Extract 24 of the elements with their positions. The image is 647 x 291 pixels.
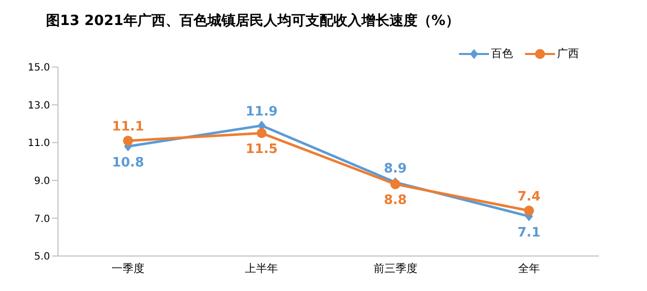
chart-title: 图13 2021年广西、百色城镇居民人均可支配收入增长速度（%） xyxy=(45,12,460,31)
point xyxy=(123,136,133,146)
x-tick-label: 前三季度 xyxy=(373,262,418,275)
data-label: 11.1 xyxy=(112,120,144,135)
y-tick-label: 15.0 xyxy=(28,62,50,74)
legend-label: 百色 xyxy=(490,46,513,61)
point xyxy=(524,206,534,216)
data-label: 7.4 xyxy=(517,190,541,205)
legend-label: 广西 xyxy=(556,46,579,61)
data-label: 11.9 xyxy=(246,104,278,120)
data-label: 8.9 xyxy=(384,161,407,176)
x-tick-label: 一季度 xyxy=(112,262,144,275)
y-tick-label: 5.0 xyxy=(34,252,50,263)
x-tick-label: 上半年 xyxy=(245,262,278,275)
y-tick-label: 13.0 xyxy=(28,100,50,112)
y-tick-label: 7.0 xyxy=(34,214,50,225)
data-label: 8.8 xyxy=(384,193,407,208)
data-label: 11.5 xyxy=(246,142,278,158)
data-label: 10.8 xyxy=(112,155,144,170)
x-tick-label: 全年 xyxy=(518,262,540,275)
y-tick-label: 9.0 xyxy=(34,176,50,187)
data-label: 7.1 xyxy=(517,225,541,240)
y-tick-label: 11.0 xyxy=(28,138,50,150)
point xyxy=(256,128,267,138)
